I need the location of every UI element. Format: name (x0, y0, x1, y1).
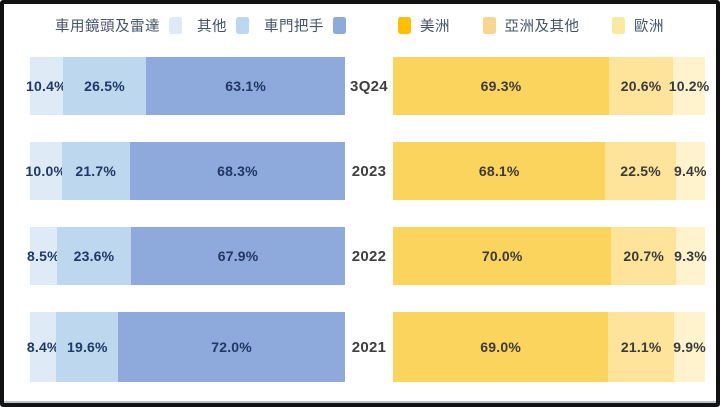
legend-label: 歐洲 (634, 18, 664, 35)
bar-segment: 22.5% (605, 142, 676, 200)
bar-segment-value: 9.3% (674, 248, 707, 264)
bar-segment: 8.5% (27, 227, 60, 285)
legend-item-americas: 美洲 (398, 15, 450, 36)
bar-segment: 19.6% (56, 312, 119, 382)
bar-segment: 23.6% (56, 227, 132, 285)
bar-segment-value: 10.0% (25, 163, 67, 179)
bar-segment-value: 63.1% (225, 78, 266, 94)
left-bar-stack: 10.4% 26.5% 63.1% (26, 57, 345, 115)
right-bar-stack: 70.0% 20.7% 9.3% (393, 227, 707, 285)
bar-segment-value: 8.4% (26, 339, 60, 355)
legend-left: 車用鏡頭及雷達 其他 車門把手 (55, 14, 346, 36)
chart-row: 8.5% 23.6% 67.9% 2022 70.0% 20.7% 9.3% (27, 227, 707, 285)
chart-row: 8.4% 19.6% 72.0% 2021 69.0% 21.1% 9.9% (27, 312, 706, 382)
legend-swatch-icon (236, 16, 249, 34)
bar-segment: 8.4% (27, 312, 59, 382)
bar-segment: 63.1% (146, 57, 345, 115)
bar-segment: 70.0% (393, 227, 612, 285)
left-bar-stack: 8.4% 19.6% 72.0% (27, 312, 345, 382)
bar-segment: 9.3% (674, 227, 707, 285)
bar-segment: 26.5% (62, 57, 147, 115)
year-label: 2022 (351, 247, 387, 265)
bar-segment: 21.7% (61, 142, 130, 200)
bar-segment-value: 21.7% (75, 163, 117, 179)
bar-segment: 69.0% (393, 312, 609, 382)
bar-segment: 9.9% (673, 312, 706, 382)
bar-segment-value: 20.6% (620, 78, 662, 94)
bar-segment: 10.4% (26, 57, 67, 115)
bar-segment-value: 69.3% (480, 78, 522, 94)
bar-segment-value: 26.5% (84, 78, 125, 94)
bar-segment: 72.0% (118, 312, 345, 382)
bar-segment-value: 72.0% (211, 339, 252, 355)
legend-right: 美洲 亞洲及其他 歐洲 (398, 14, 664, 36)
bar-segment-value: 68.3% (217, 163, 258, 179)
bar-segment: 69.3% (393, 57, 609, 115)
bar-segment-value: 10.2% (668, 78, 710, 94)
right-bar-stack: 68.1% 22.5% 9.4% (393, 142, 707, 200)
bar-segment-value: 70.0% (481, 248, 523, 264)
legend-swatch-icon (333, 16, 346, 34)
bar-segment-value: 67.9% (217, 248, 259, 264)
bar-segment-value: 10.4% (26, 78, 67, 94)
right-bar-stack: 69.3% 20.6% 10.2% (393, 57, 709, 115)
legend-swatch-icon (169, 16, 182, 34)
chart-row: 10.4% 26.5% 63.1% 3Q24 69.3% 20.6% 10.2% (26, 57, 709, 115)
year-label: 2021 (351, 338, 387, 356)
legend-swatch-icon (482, 16, 496, 34)
legend-item-door-handle: 車門把手 (264, 15, 346, 36)
bar-segment-value: 19.6% (66, 339, 108, 355)
bar-segment: 20.7% (611, 227, 676, 285)
left-bar-stack: 10.0% 21.7% 68.3% (25, 142, 345, 200)
bar-segment: 68.1% (393, 142, 606, 200)
year-label: 3Q24 (350, 77, 388, 95)
legend-label: 其他 (197, 18, 227, 35)
bar-segment-value: 69.0% (480, 339, 521, 355)
legend-item-lens-radar: 車用鏡頭及雷達 (55, 15, 182, 36)
legend-label: 美洲 (420, 18, 450, 35)
chart-row: 10.0% 21.7% 68.3% 2023 68.1% 22.5% 9.4% (25, 142, 707, 200)
bar-segment-value: 22.5% (620, 163, 661, 179)
legend-item-europe: 歐洲 (612, 15, 664, 36)
legend-label: 亞洲及其他 (504, 18, 580, 35)
bar-segment-value: 21.1% (620, 339, 662, 355)
legend-label: 車用鏡頭及雷達 (55, 18, 160, 35)
bar-segment: 9.4% (673, 142, 707, 200)
bar-segment-value: 68.1% (478, 163, 520, 179)
bar-segment-value: 8.5% (27, 248, 60, 264)
legend-swatch-icon (398, 16, 411, 34)
bar-segment: 10.2% (669, 57, 709, 115)
chart-rows: 10.4% 26.5% 63.1% 3Q24 69.3% 20.6% 10.2% 10.0% 2… (25, 57, 709, 382)
bar-segment-value: 9.4% (673, 163, 707, 179)
legend-item-others: 其他 (197, 15, 249, 36)
legend-item-asia-others: 亞洲及其他 (482, 15, 580, 36)
bar-segment: 10.0% (25, 142, 66, 200)
left-bar-stack: 8.5% 23.6% 67.9% (27, 227, 346, 285)
right-bar-stack: 69.0% 21.1% 9.9% (393, 312, 706, 382)
year-label: 2023 (351, 162, 387, 180)
legend-label: 車門把手 (264, 18, 324, 35)
bar-segment: 20.6% (609, 57, 674, 115)
bar-segment-value: 9.9% (673, 339, 706, 355)
bar-segment: 21.1% (608, 312, 675, 382)
bar-segment-value: 20.7% (623, 248, 665, 264)
bar-segment: 67.9% (131, 227, 346, 285)
bar-segment: 68.3% (129, 142, 345, 200)
bar-segment-value: 23.6% (73, 248, 115, 264)
legend-swatch-icon (612, 16, 625, 34)
